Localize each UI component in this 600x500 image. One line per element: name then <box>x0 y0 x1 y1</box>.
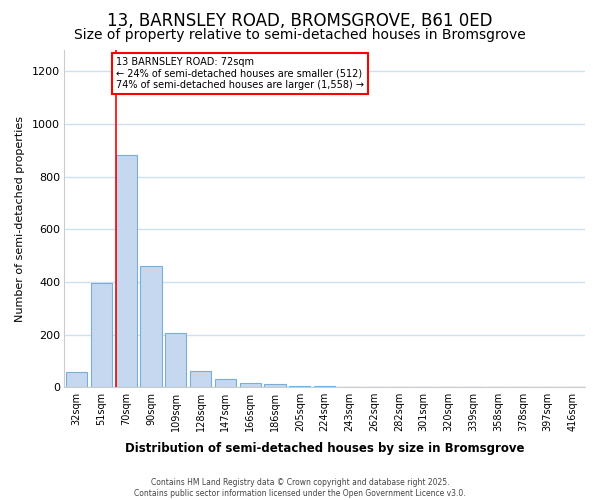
Bar <box>91 283 112 388</box>
Bar <box>364 387 385 388</box>
Bar <box>140 266 161 388</box>
Y-axis label: Number of semi-detached properties: Number of semi-detached properties <box>15 116 25 322</box>
Text: 13 BARNSLEY ROAD: 72sqm
← 24% of semi-detached houses are smaller (512)
74% of s: 13 BARNSLEY ROAD: 72sqm ← 24% of semi-de… <box>116 56 364 90</box>
Bar <box>116 156 137 388</box>
Bar <box>289 386 310 388</box>
Text: Size of property relative to semi-detached houses in Bromsgrove: Size of property relative to semi-detach… <box>74 28 526 42</box>
Bar <box>190 370 211 388</box>
Bar <box>265 384 286 388</box>
Text: Contains HM Land Registry data © Crown copyright and database right 2025.
Contai: Contains HM Land Registry data © Crown c… <box>134 478 466 498</box>
Text: 13, BARNSLEY ROAD, BROMSGROVE, B61 0ED: 13, BARNSLEY ROAD, BROMSGROVE, B61 0ED <box>107 12 493 30</box>
Bar <box>339 386 360 388</box>
X-axis label: Distribution of semi-detached houses by size in Bromsgrove: Distribution of semi-detached houses by … <box>125 442 524 455</box>
Bar <box>66 372 87 388</box>
Bar <box>239 382 261 388</box>
Bar <box>215 380 236 388</box>
Bar <box>314 386 335 388</box>
Bar <box>165 334 187 388</box>
